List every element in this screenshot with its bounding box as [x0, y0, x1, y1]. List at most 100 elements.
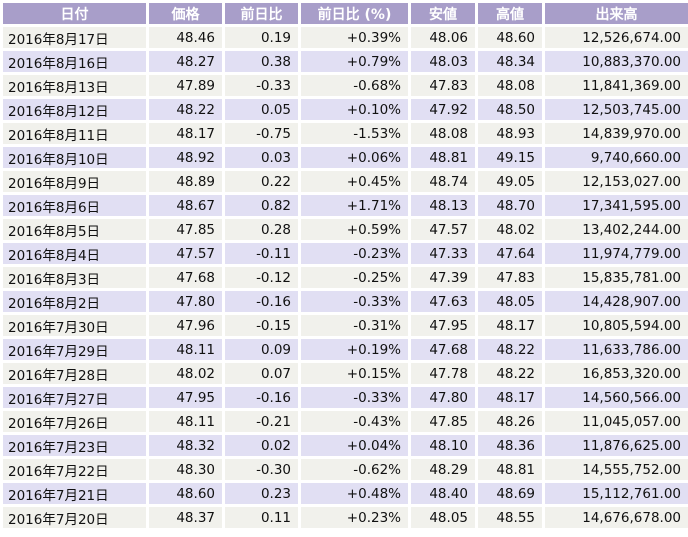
cell-price: 48.22 [149, 99, 222, 120]
cell-volume: 11,974,779.00 [545, 243, 688, 264]
table-row: 2016年7月21日 48.60 0.23 +0.48% 48.40 48.69 15,11… [3, 483, 688, 504]
cell-low: 48.06 [411, 27, 475, 48]
cell-price: 48.30 [149, 459, 222, 480]
cell-volume: 14,676,678.00 [545, 507, 688, 528]
cell-volume: 12,503,745.00 [545, 99, 688, 120]
cell-high: 48.70 [478, 195, 542, 216]
cell-low: 47.57 [411, 219, 475, 240]
column-header-volume[interactable]: 出来高 [545, 3, 688, 24]
cell-low: 48.13 [411, 195, 475, 216]
cell-change-percent: -0.33% [301, 387, 408, 408]
cell-high: 48.05 [478, 291, 542, 312]
cell-date: 2016年7月21日 [3, 483, 146, 504]
column-header-change-percent[interactable]: 前日比 (%) [301, 3, 408, 24]
cell-price: 47.95 [149, 387, 222, 408]
cell-price: 48.32 [149, 435, 222, 456]
table-row: 2016年7月29日 48.11 0.09 +0.19% 47.68 48.22 11,63… [3, 339, 688, 360]
cell-change-percent: -1.53% [301, 123, 408, 144]
table-row: 2016年8月12日 48.22 0.05 +0.10% 47.92 48.50 12,50… [3, 99, 688, 120]
cell-change: -0.12 [225, 267, 298, 288]
cell-price: 48.67 [149, 195, 222, 216]
cell-date: 2016年8月6日 [3, 195, 146, 216]
cell-change-percent: -0.31% [301, 315, 408, 336]
cell-price: 48.46 [149, 27, 222, 48]
cell-low: 48.29 [411, 459, 475, 480]
cell-low: 47.95 [411, 315, 475, 336]
cell-low: 47.68 [411, 339, 475, 360]
cell-date: 2016年8月12日 [3, 99, 146, 120]
cell-change-percent: +0.79% [301, 51, 408, 72]
cell-change-percent: -0.23% [301, 243, 408, 264]
cell-date: 2016年8月5日 [3, 219, 146, 240]
table-row: 2016年7月28日 48.02 0.07 +0.15% 47.78 48.22 16,85… [3, 363, 688, 384]
cell-change-percent: +1.71% [301, 195, 408, 216]
cell-low: 48.74 [411, 171, 475, 192]
table-row: 2016年8月6日 48.67 0.82 +1.71% 48.13 48.70 17,341… [3, 195, 688, 216]
cell-change: -0.15 [225, 315, 298, 336]
cell-volume: 11,045,057.00 [545, 411, 688, 432]
cell-high: 48.02 [478, 219, 542, 240]
cell-change-percent: +0.19% [301, 339, 408, 360]
table-row: 2016年8月5日 47.85 0.28 +0.59% 47.57 48.02 13,402… [3, 219, 688, 240]
cell-low: 47.83 [411, 75, 475, 96]
cell-date: 2016年7月22日 [3, 459, 146, 480]
table-row: 2016年7月30日 47.96 -0.15 -0.31% 47.95 48.17 10,8… [3, 315, 688, 336]
table-row: 2016年7月22日 48.30 -0.30 -0.62% 48.29 48.81 14,5… [3, 459, 688, 480]
table-body: 2016年8月17日 48.46 0.19 +0.39% 48.06 48.60 12,52… [3, 27, 688, 528]
cell-volume: 15,835,781.00 [545, 267, 688, 288]
cell-price: 48.92 [149, 147, 222, 168]
cell-high: 48.81 [478, 459, 542, 480]
cell-low: 47.63 [411, 291, 475, 312]
column-header-low[interactable]: 安値 [411, 3, 475, 24]
cell-volume: 11,841,369.00 [545, 75, 688, 96]
table-row: 2016年8月13日 47.89 -0.33 -0.68% 47.83 48.08 11,8… [3, 75, 688, 96]
cell-change: -0.30 [225, 459, 298, 480]
cell-high: 48.36 [478, 435, 542, 456]
table-row: 2016年7月27日 47.95 -0.16 -0.33% 47.80 48.17 14,5… [3, 387, 688, 408]
cell-high: 48.50 [478, 99, 542, 120]
cell-high: 48.55 [478, 507, 542, 528]
cell-change-percent: -0.25% [301, 267, 408, 288]
cell-date: 2016年7月27日 [3, 387, 146, 408]
column-header-price[interactable]: 価格 [149, 3, 222, 24]
table-row: 2016年7月20日 48.37 0.11 +0.23% 48.05 48.55 14,67… [3, 507, 688, 528]
cell-change: 0.03 [225, 147, 298, 168]
header-row: 日付 価格 前日比 前日比 (%) 安値 高値 出来高 [3, 3, 688, 24]
cell-high: 47.64 [478, 243, 542, 264]
cell-change: -0.11 [225, 243, 298, 264]
cell-volume: 13,402,244.00 [545, 219, 688, 240]
cell-volume: 14,560,566.00 [545, 387, 688, 408]
cell-date: 2016年7月28日 [3, 363, 146, 384]
column-header-date[interactable]: 日付 [3, 3, 146, 24]
cell-change: 0.19 [225, 27, 298, 48]
cell-date: 2016年7月29日 [3, 339, 146, 360]
cell-high: 48.17 [478, 387, 542, 408]
cell-change: 0.05 [225, 99, 298, 120]
cell-low: 47.85 [411, 411, 475, 432]
cell-change: 0.22 [225, 171, 298, 192]
table-row: 2016年8月16日 48.27 0.38 +0.79% 48.03 48.34 10,88… [3, 51, 688, 72]
table-row: 2016年8月10日 48.92 0.03 +0.06% 48.81 49.15 9,740… [3, 147, 688, 168]
column-header-high[interactable]: 高値 [478, 3, 542, 24]
cell-date: 2016年8月4日 [3, 243, 146, 264]
cell-high: 48.93 [478, 123, 542, 144]
cell-date: 2016年8月10日 [3, 147, 146, 168]
cell-change: 0.38 [225, 51, 298, 72]
cell-volume: 14,428,907.00 [545, 291, 688, 312]
cell-change-percent: -0.43% [301, 411, 408, 432]
cell-price: 47.85 [149, 219, 222, 240]
cell-volume: 10,883,370.00 [545, 51, 688, 72]
cell-price: 48.27 [149, 51, 222, 72]
cell-high: 48.22 [478, 363, 542, 384]
cell-volume: 14,839,970.00 [545, 123, 688, 144]
table-row: 2016年7月23日 48.32 0.02 +0.04% 48.10 48.36 11,87… [3, 435, 688, 456]
cell-volume: 11,876,625.00 [545, 435, 688, 456]
cell-price: 48.11 [149, 339, 222, 360]
cell-high: 48.34 [478, 51, 542, 72]
cell-date: 2016年8月2日 [3, 291, 146, 312]
cell-price: 48.89 [149, 171, 222, 192]
cell-change-percent: -0.68% [301, 75, 408, 96]
cell-date: 2016年8月13日 [3, 75, 146, 96]
cell-volume: 12,526,674.00 [545, 27, 688, 48]
column-header-change[interactable]: 前日比 [225, 3, 298, 24]
